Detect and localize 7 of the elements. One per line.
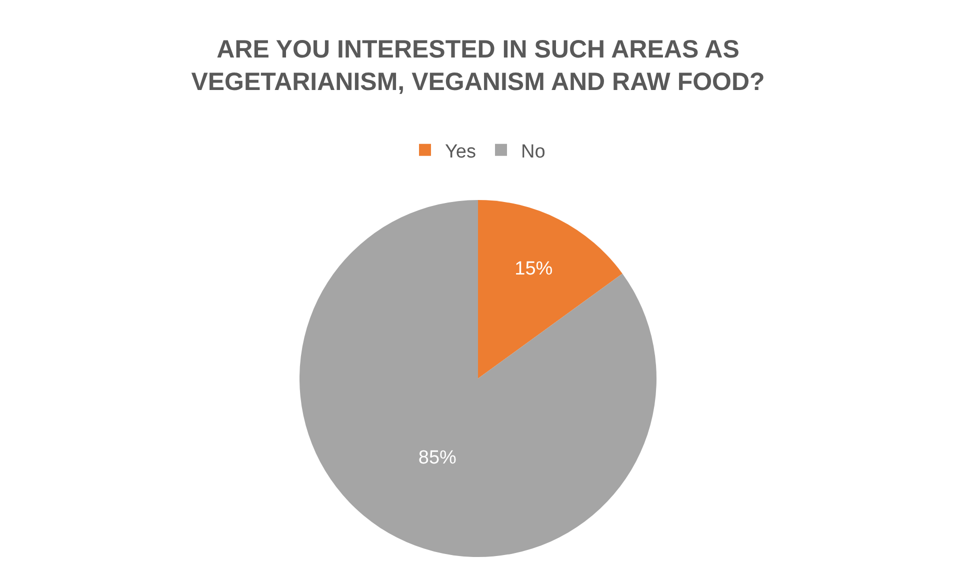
legend-label: Yes: [445, 141, 476, 162]
legend-label: No: [521, 141, 546, 162]
pie-slice: [300, 200, 656, 557]
data-label: 85%: [418, 448, 457, 469]
pie-slice: [478, 200, 622, 378]
data-label: 15%: [514, 258, 553, 280]
chart-title: ARE YOU INTERESTED IN SUCH AREAS AS VEGETARIANISM, VEGANISM AND RAW FOOD?: [191, 36, 765, 96]
